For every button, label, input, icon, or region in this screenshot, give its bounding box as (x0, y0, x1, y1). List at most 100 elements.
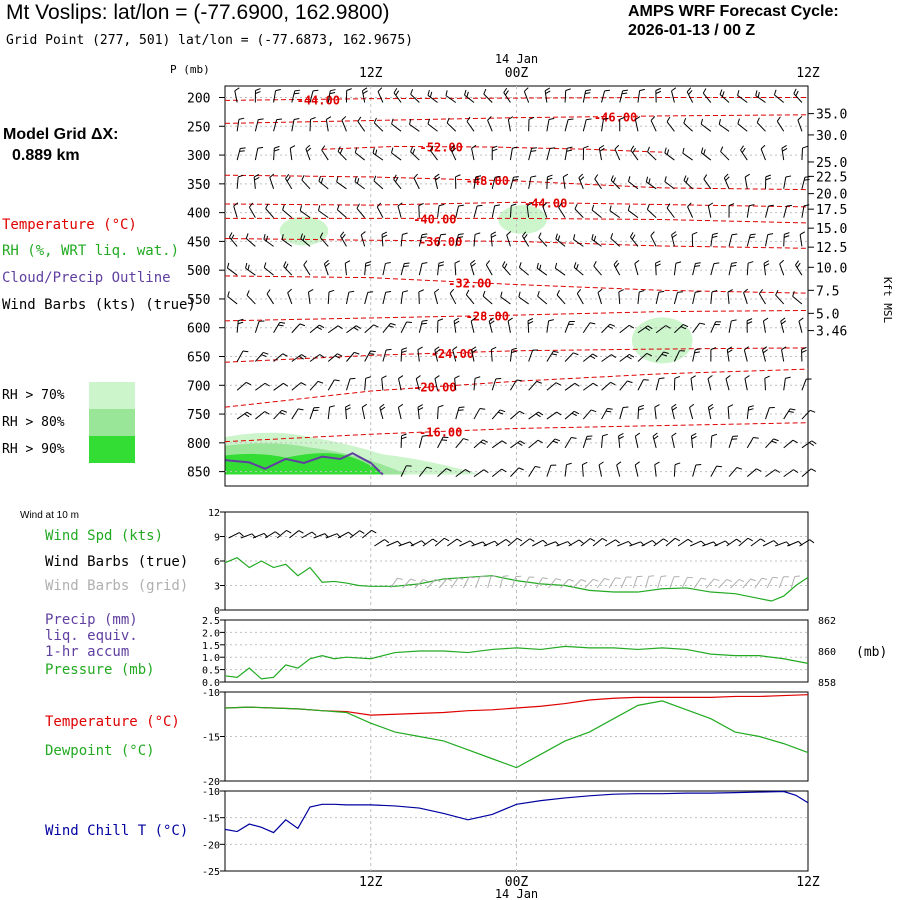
pressure-tick-label: 750 (187, 408, 210, 423)
barb-staff (291, 90, 296, 103)
barb-staff (309, 90, 314, 103)
wind-barb (491, 409, 506, 420)
barb-staff (584, 578, 594, 589)
isotherm-label: -52.00 (420, 141, 463, 155)
wind-barb (377, 87, 384, 103)
barb-feather (784, 232, 790, 235)
barb-staff (381, 234, 384, 247)
wind-barb (482, 290, 493, 305)
barb-feather (282, 204, 285, 211)
wind-barb (372, 147, 384, 161)
barb-staff (666, 121, 675, 132)
wind-barb (601, 354, 617, 362)
barb-staff (509, 148, 513, 161)
barb-feather (604, 89, 610, 92)
barb-feather (634, 461, 640, 466)
wind-barb (245, 262, 256, 276)
barb-feather (370, 350, 376, 353)
barb-feather (518, 262, 522, 268)
barb-feather (757, 91, 760, 98)
wind-barb (471, 144, 477, 161)
barb-staff (737, 95, 748, 103)
barb-staff (417, 349, 420, 362)
surface-wind-barb-grid (523, 576, 535, 589)
barb-staff (795, 264, 803, 276)
barb-feather (555, 382, 562, 386)
wind-barb (634, 259, 640, 276)
barb-feather (254, 176, 260, 181)
wind-barb (797, 116, 803, 132)
barb-feather (356, 178, 360, 184)
isotherm-label: -44.00 (297, 93, 340, 107)
wind-barb (673, 462, 681, 477)
windchill-tick-label: -25 (202, 867, 220, 878)
barb-staff (327, 407, 331, 420)
surface-wind-barb-grid (657, 575, 667, 589)
wind-barb (783, 469, 799, 478)
wind-barb (673, 291, 683, 305)
barb-feather (382, 234, 388, 238)
barb-staff (345, 292, 350, 305)
wind-barb (470, 317, 476, 333)
wind-barb (692, 322, 706, 334)
barb-staff (564, 352, 574, 362)
barb-staff (402, 578, 412, 589)
barb-staff (491, 378, 497, 391)
isotherm-label: -32.00 (448, 276, 491, 290)
barb-staff (377, 91, 384, 103)
barb-staff (634, 464, 639, 477)
wind-barb (381, 375, 387, 391)
barb-feather (666, 149, 670, 155)
barb-feather (769, 406, 775, 409)
wind-barb (574, 203, 584, 218)
barb-staff (628, 210, 639, 219)
kft-axis-label: Kft MSL (881, 277, 894, 324)
wind-barb (582, 322, 596, 334)
barb-staff (349, 530, 360, 539)
barb-staff (434, 378, 439, 391)
barb-staff (743, 292, 748, 305)
wind-barb (510, 440, 526, 449)
barb-staff (542, 206, 548, 218)
barb-staff (470, 263, 475, 276)
barb-feather (711, 433, 718, 437)
barb-feather (726, 578, 733, 582)
wind-barb (454, 375, 460, 391)
pressure-line (224, 645, 809, 680)
barb-staff (609, 210, 621, 219)
wind-barb (761, 346, 768, 362)
wind-barb (303, 260, 311, 276)
barb-staff (455, 438, 464, 449)
barb-staff (382, 323, 391, 334)
barb-feather (797, 116, 803, 121)
wind-barb (760, 144, 766, 161)
barb-feather (557, 235, 561, 241)
wind-barb (692, 262, 701, 276)
barb-feather (591, 233, 594, 240)
wind-barb (269, 173, 275, 190)
barb-feather (379, 403, 385, 408)
barb-feather (616, 461, 622, 466)
barb-staff (509, 349, 513, 362)
barb-feather (318, 175, 322, 182)
wind-barb (470, 259, 476, 276)
barb-staff (473, 469, 485, 478)
barb-staff (450, 577, 459, 589)
barb-feather (479, 576, 486, 578)
barb-staff (364, 350, 371, 362)
wind-barb (546, 350, 559, 362)
kft-tick-label: 20.0 (816, 188, 847, 203)
barb-feather (654, 404, 660, 408)
barb-feather (648, 178, 651, 184)
barb-feather (590, 538, 596, 542)
barb-feather (738, 578, 745, 583)
barb-feather (381, 375, 387, 379)
barb-feather (423, 579, 429, 583)
wind-barb (710, 465, 722, 477)
barb-feather (246, 411, 252, 416)
barb-feather (391, 118, 394, 125)
barb-feather (361, 403, 367, 408)
barb-staff (692, 464, 697, 477)
wind-barb (710, 347, 717, 362)
